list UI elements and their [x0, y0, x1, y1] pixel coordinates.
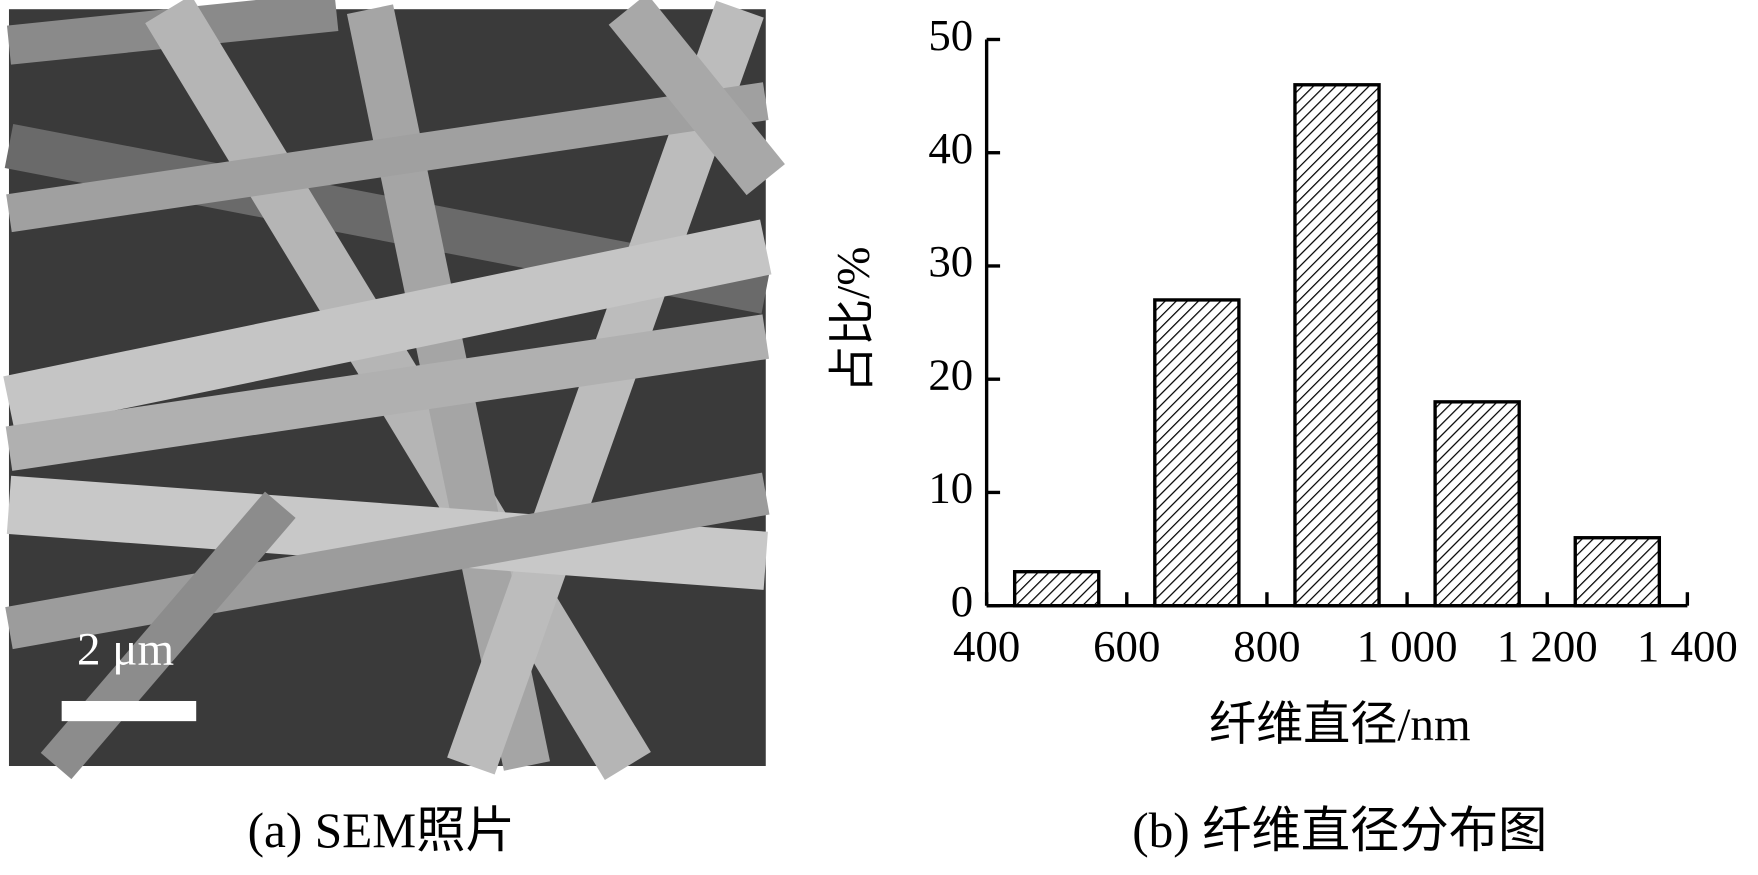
- x-tick-label: 1 200: [1497, 621, 1598, 671]
- bar: [1293, 83, 1381, 608]
- y-tick-label: 10: [928, 463, 973, 513]
- y-tick-label: 20: [928, 349, 973, 399]
- bar: [1012, 570, 1101, 608]
- x-tick-label: 1 000: [1357, 621, 1458, 671]
- x-axis-label: 纤维直径/nm: [1209, 699, 1471, 751]
- photo-caption: (a) SEM照片: [248, 803, 515, 858]
- bar: [1433, 400, 1521, 608]
- scale-bar: [61, 700, 197, 722]
- sem-photo: 2 μm: [3, 0, 785, 780]
- x-tick-label: 600: [1093, 621, 1160, 671]
- scale-label: 2 μm: [77, 624, 174, 676]
- y-axis-label: 占比/%: [827, 247, 879, 393]
- x-tick-label: 400: [953, 621, 1020, 671]
- x-tick-label: 1 400: [1637, 621, 1738, 671]
- chart-caption: (b) 纤维直径分布图: [1132, 803, 1547, 858]
- y-tick-label: 0: [951, 576, 973, 626]
- y-tick-label: 40: [928, 123, 973, 173]
- y-tick-label: 30: [928, 236, 973, 286]
- bar: [1153, 298, 1241, 608]
- bar: [1573, 536, 1662, 608]
- y-tick-label: 50: [928, 10, 973, 60]
- x-tick-label: 800: [1233, 621, 1300, 671]
